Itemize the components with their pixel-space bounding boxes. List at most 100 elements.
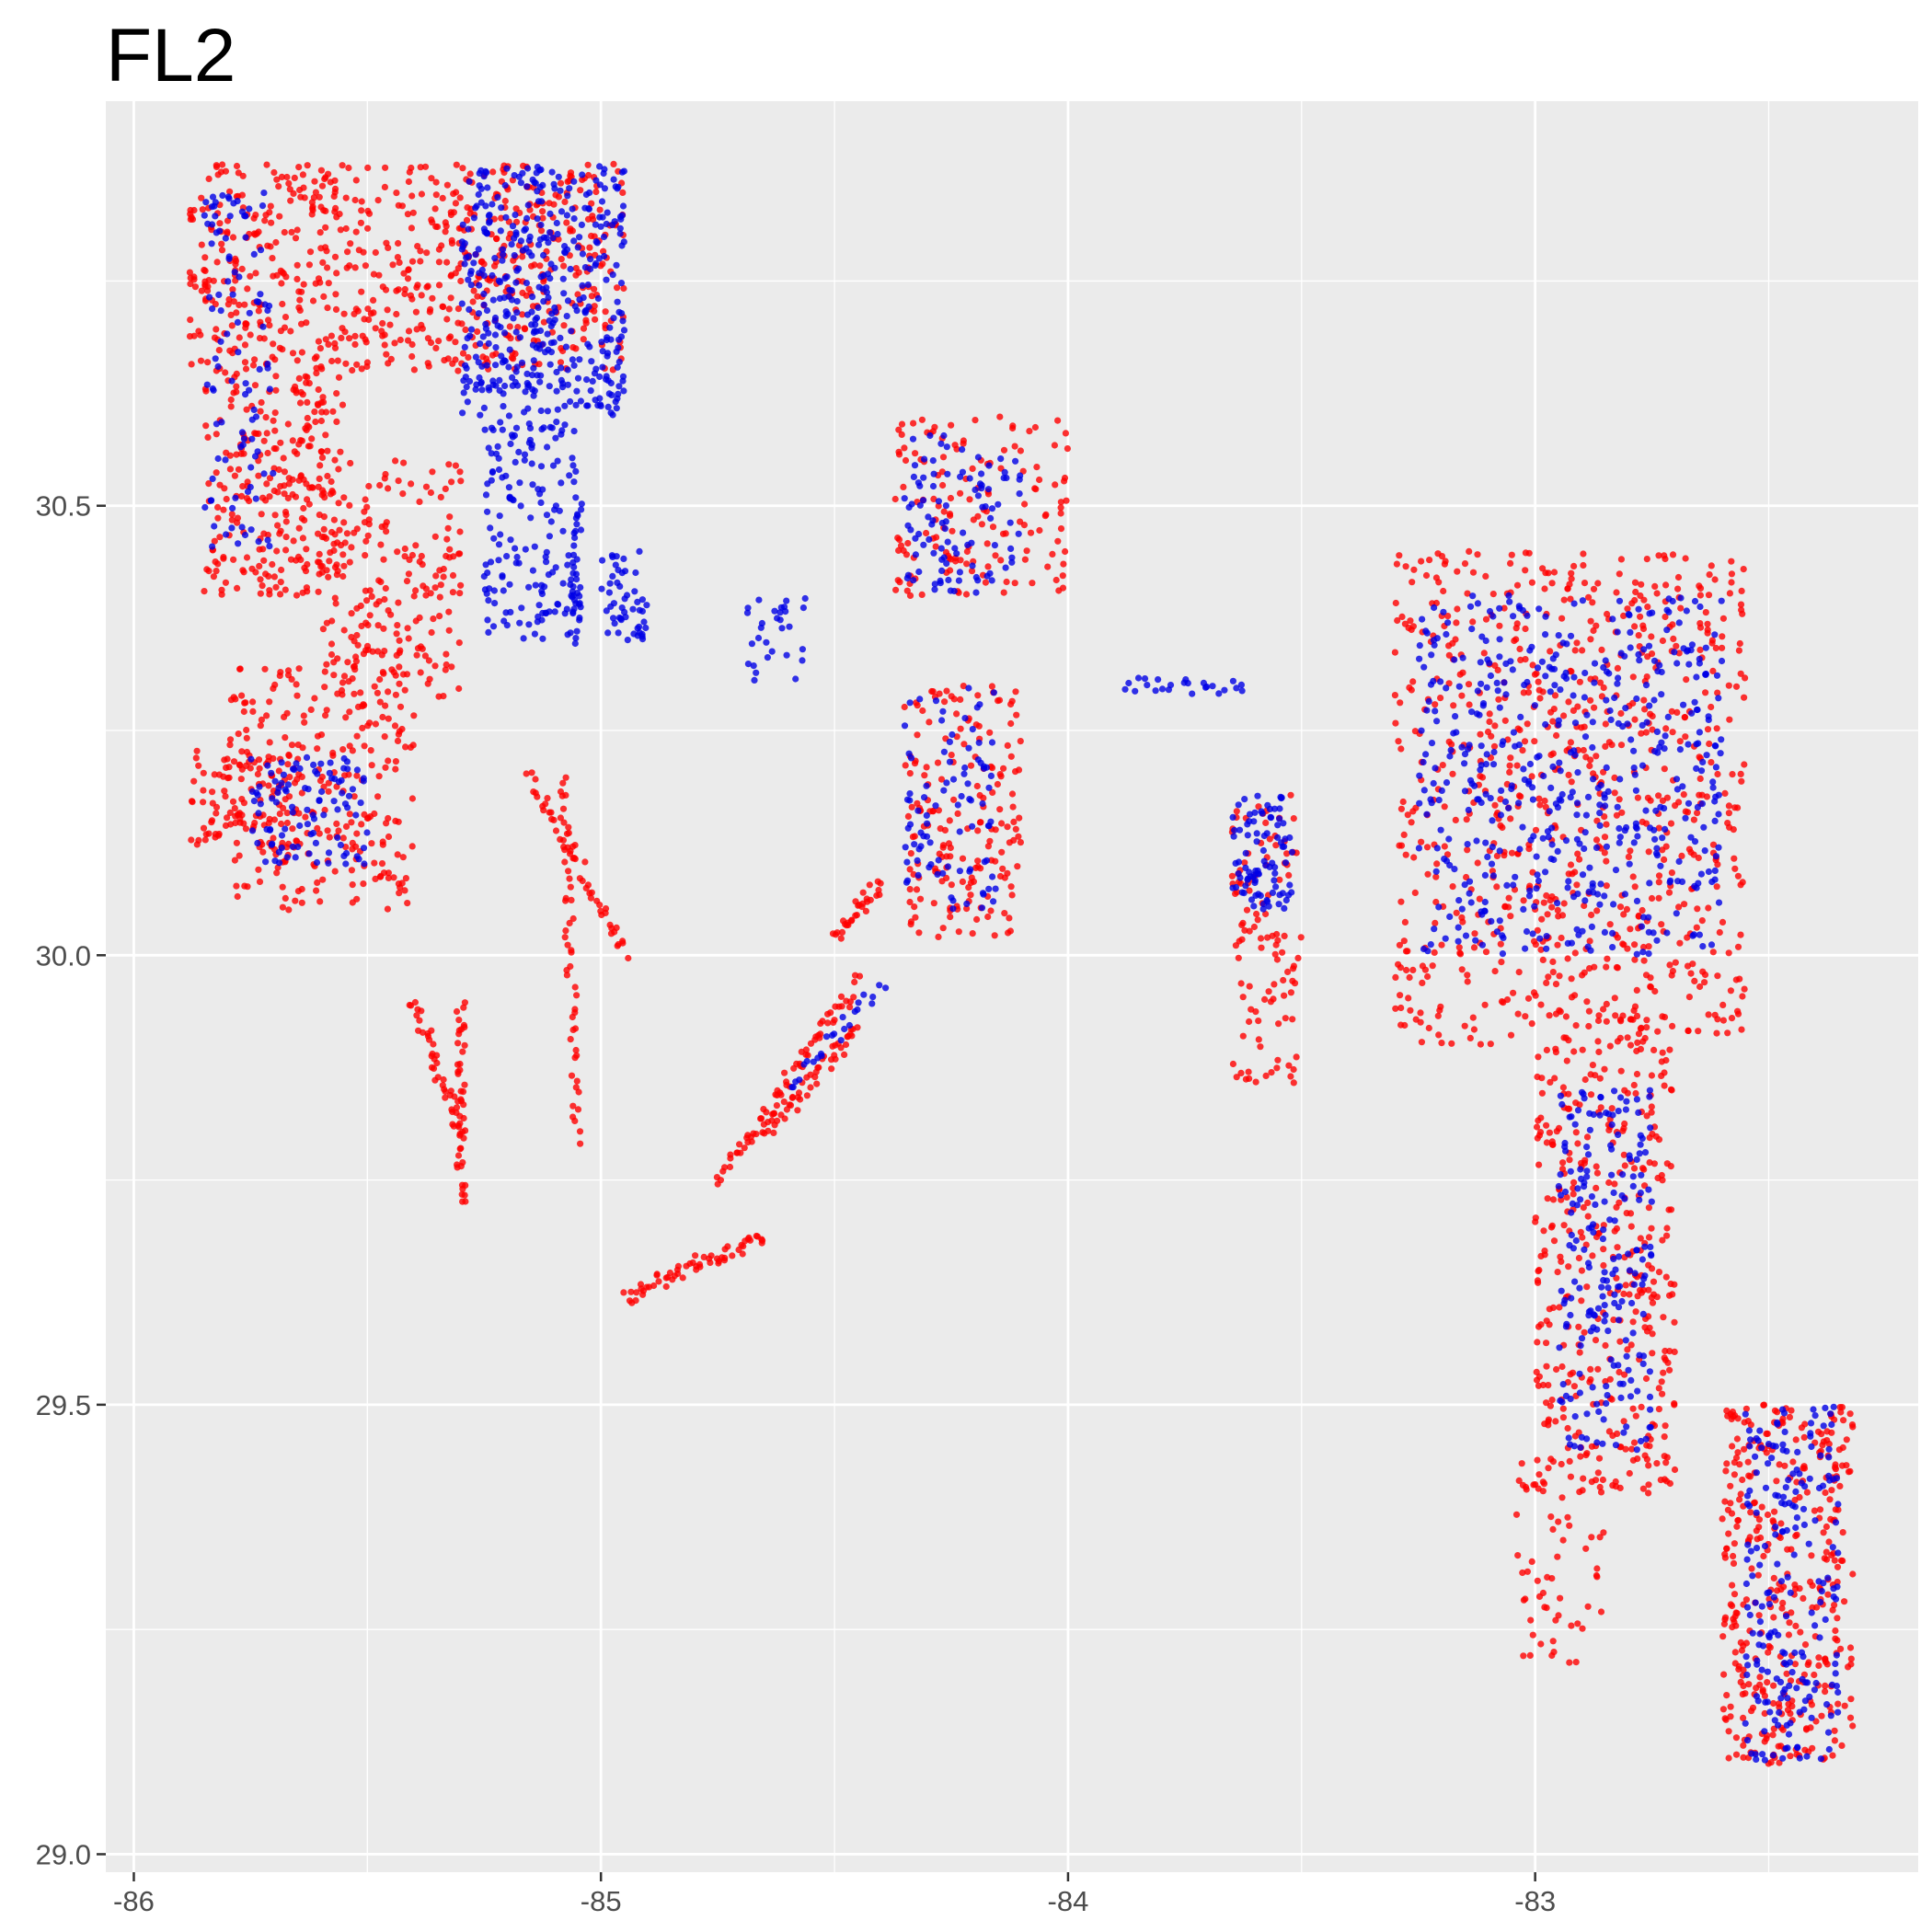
data-point (360, 650, 367, 658)
data-point (778, 625, 786, 632)
data-point (228, 516, 236, 523)
data-point (385, 874, 392, 882)
data-point (859, 889, 867, 896)
data-point (620, 1289, 627, 1296)
data-point (1801, 1641, 1810, 1649)
data-point (944, 470, 951, 477)
data-point (491, 255, 499, 262)
data-point (1690, 816, 1697, 823)
data-point (443, 259, 451, 266)
data-point (935, 807, 942, 814)
data-point (210, 386, 217, 394)
data-point (539, 635, 546, 642)
data-point (832, 1055, 839, 1063)
data-point (1244, 821, 1251, 828)
data-point (276, 213, 283, 220)
data-point (272, 238, 280, 247)
data-point (1437, 695, 1444, 702)
data-point (1576, 1489, 1583, 1496)
data-point (599, 557, 606, 564)
data-point (904, 812, 913, 821)
data-point (419, 561, 426, 569)
data-point (1448, 1040, 1455, 1047)
data-point (228, 524, 236, 532)
data-point (205, 175, 213, 182)
data-point (1584, 1603, 1592, 1610)
data-point (569, 583, 577, 591)
data-point (938, 519, 946, 527)
data-point (727, 1155, 734, 1162)
data-point (1711, 1011, 1719, 1018)
data-point (1839, 1557, 1846, 1565)
data-point (1814, 1428, 1823, 1435)
data-point (828, 1065, 835, 1073)
data-point (943, 687, 950, 695)
data-point (339, 162, 346, 169)
data-point (316, 898, 324, 905)
data-point (419, 645, 426, 652)
data-point (1839, 1529, 1846, 1536)
data-point (904, 539, 912, 547)
data-point (911, 903, 918, 911)
data-point (200, 799, 207, 806)
data-point (375, 577, 383, 584)
data-point (966, 475, 973, 482)
data-point (1429, 962, 1436, 970)
data-point (1531, 738, 1538, 745)
data-point (233, 370, 240, 377)
data-point (938, 468, 946, 476)
data-point (463, 254, 470, 261)
data-point (1549, 750, 1557, 757)
data-point (801, 594, 809, 603)
data-point (517, 179, 525, 187)
data-point (338, 334, 345, 341)
data-point (563, 972, 571, 979)
data-point (560, 290, 568, 297)
data-point (217, 307, 224, 315)
data-point (481, 426, 489, 433)
data-point (476, 182, 483, 190)
data-point (333, 270, 340, 277)
data-point (299, 589, 306, 596)
data-point (1663, 1225, 1671, 1232)
data-point (317, 417, 325, 425)
data-point (1784, 1707, 1792, 1714)
data-point (403, 578, 411, 585)
data-point (619, 317, 627, 325)
data-point (792, 675, 799, 683)
data-point (1665, 889, 1673, 896)
data-point (1029, 580, 1036, 587)
data-point (1669, 621, 1676, 628)
data-point (394, 622, 401, 629)
data-point (1250, 923, 1258, 931)
data-point (1054, 537, 1062, 545)
data-point (1594, 1017, 1603, 1025)
data-point (298, 514, 305, 523)
data-point (897, 542, 905, 549)
data-point (1570, 562, 1578, 570)
data-point (1737, 1490, 1744, 1498)
data-point (1539, 956, 1547, 963)
data-point (214, 171, 222, 178)
data-point (555, 601, 562, 608)
data-point (1533, 1123, 1541, 1131)
data-point (1262, 1072, 1270, 1079)
data-point (544, 408, 552, 415)
data-point (992, 826, 999, 834)
data-point (1289, 1016, 1296, 1023)
data-point (1603, 1018, 1610, 1025)
data-point (242, 213, 249, 220)
data-point (1549, 969, 1557, 976)
data-point (1554, 1269, 1561, 1276)
data-point (489, 351, 497, 359)
data-point (222, 369, 229, 376)
data-point (1541, 797, 1548, 805)
data-point (250, 250, 258, 258)
data-point (396, 259, 403, 266)
data-point (281, 482, 288, 489)
data-point (1477, 1041, 1484, 1048)
data-point (963, 560, 971, 568)
data-point (947, 853, 954, 860)
data-point (264, 449, 271, 457)
data-point (931, 423, 938, 431)
